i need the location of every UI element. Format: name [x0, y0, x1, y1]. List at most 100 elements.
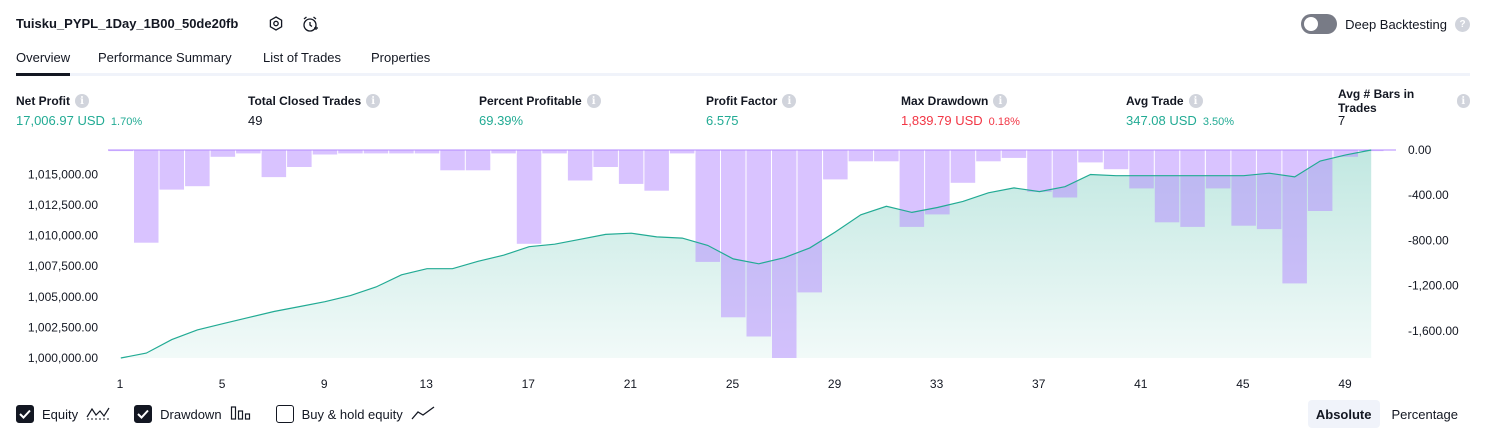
metric-value: 69.39% [479, 113, 524, 128]
metric-label: Profit Factor [706, 94, 778, 108]
legend-buy-hold[interactable]: Buy & hold equity [275, 405, 435, 424]
percentage-button[interactable]: Percentage [1391, 406, 1459, 422]
drawdown-bar [542, 150, 567, 154]
legend-label: Buy & hold equity [301, 406, 403, 422]
legend-equity[interactable]: Equity [16, 405, 110, 424]
left-axis-tick: 1,002,500.00 [28, 320, 98, 334]
legend-drawdown[interactable]: Drawdown [134, 405, 251, 424]
drawdown-bar [721, 150, 746, 318]
right-axis-tick: -1,600.00 [1408, 324, 1459, 338]
drawdown-bar [261, 150, 287, 178]
drawdown-bar [1129, 150, 1154, 189]
tab-performance-summary[interactable]: Performance Summary [98, 50, 232, 65]
x-axis-tick: 13 [420, 377, 434, 391]
x-axis-tick: 21 [624, 377, 638, 391]
alert-clock-icon[interactable] [300, 14, 320, 34]
drawdown-bar [1103, 150, 1129, 170]
tab-properties[interactable]: Properties [371, 50, 431, 65]
info-icon[interactable]: i [586, 94, 601, 108]
x-axis-tick: 9 [321, 377, 328, 391]
metric-avg-trade: Avg Trade i 347.08 USD 3.50% [1126, 93, 1234, 128]
equity-wave-icon [86, 405, 110, 424]
drawdown-bar [618, 150, 644, 184]
metric-value: 1,839.79 USD [901, 113, 983, 128]
chart-legend: Equity Drawdown Buy & hold equity [16, 403, 459, 425]
x-axis-tick: 49 [1338, 377, 1352, 391]
deep-backtesting-label: Deep Backtesting [1345, 16, 1447, 32]
tab-overview[interactable]: Overview [16, 50, 71, 76]
drawdown-bar [899, 150, 925, 227]
drawdown-bar [848, 150, 874, 162]
legend-label: Drawdown [160, 406, 222, 422]
right-axis-tick: 0.00 [1408, 143, 1432, 157]
right-axis-tick: -1,200.00 [1408, 279, 1459, 293]
drawdown-bar [312, 150, 338, 155]
tab-list-of-trades[interactable]: List of Trades [263, 50, 342, 65]
x-axis-tick: 29 [828, 377, 842, 391]
drawdown-bar [210, 150, 236, 157]
info-icon[interactable]: i [1456, 94, 1470, 108]
drawdown-bar [976, 150, 1001, 162]
info-icon[interactable]: i [1188, 94, 1203, 108]
x-axis-tick: 5 [219, 377, 226, 391]
drawdown-bar [236, 150, 261, 154]
metric-percent: 3.50% [1202, 116, 1235, 128]
deep-backtesting-control: Deep Backtesting ? [1301, 14, 1470, 34]
left-axis-tick: 1,010,000.00 [28, 229, 98, 243]
drawdown-bars-icon [230, 405, 252, 424]
metric-label: Total Closed Trades [248, 94, 362, 108]
info-icon[interactable]: i [993, 94, 1008, 108]
info-icon[interactable]: i [782, 94, 797, 108]
drawdown-bar [950, 150, 976, 183]
buy-hold-checkbox[interactable] [275, 405, 294, 423]
absolute-button[interactable]: Absolute [1307, 400, 1380, 428]
equity-checkbox[interactable] [16, 405, 34, 423]
x-axis-tick: 41 [1134, 377, 1148, 391]
drawdown-bar [159, 150, 184, 190]
drawdown-bar [1231, 150, 1256, 226]
equity-line [120, 149, 1372, 359]
x-axis-tick: 45 [1236, 377, 1250, 391]
drawdown-bar [823, 150, 848, 180]
left-axis-tick: 1,005,000.00 [28, 290, 98, 304]
metric-value: 347.08 USD [1126, 113, 1197, 128]
metric-net-profit: Net Profit i 17,006.97 USD 1.70% [16, 93, 142, 128]
metric-label: Avg Trade [1126, 94, 1184, 108]
drawdown-bar [414, 150, 440, 154]
left-axis-tick: 1,015,000.00 [28, 168, 98, 182]
metric-label: Percent Profitable [479, 94, 582, 108]
drawdown-bar [185, 150, 210, 187]
info-icon[interactable]: i [75, 94, 89, 108]
deep-backtesting-toggle[interactable] [1301, 14, 1338, 34]
left-axis-tick: 1,000,000.00 [28, 351, 98, 365]
left-axis-tick: 1,007,500.00 [28, 259, 98, 273]
drawdown-bar [925, 150, 950, 215]
info-icon[interactable]: i [366, 94, 381, 108]
metric-label: Net Profit [16, 94, 70, 108]
drawdown-bar [644, 150, 669, 191]
metric-value: 6.575 [706, 113, 739, 128]
drawdown-bar [440, 150, 465, 171]
drawdown-checkbox[interactable] [134, 405, 153, 423]
legend-label: Equity [42, 406, 79, 422]
equity-area [120, 150, 1372, 358]
drawdown-bar [1205, 150, 1231, 189]
metric-max-drawdown: Max Drawdown i 1,839.79 USD 0.18% [901, 93, 1020, 128]
buy-hold-line-icon [411, 405, 435, 424]
drawdown-bar [363, 150, 389, 154]
equity-drawdown-chart[interactable]: 1,015,000.00 1,012,500.00 1,010,000.00 1,00… [0, 140, 1486, 396]
drawdown-bar [593, 150, 618, 167]
drawdown-bar [874, 150, 899, 162]
drawdown-bar [108, 150, 133, 152]
strategy-header: Tuisku_PYPL_1Day_1B00_50de20fb Deep Back… [16, 12, 1470, 36]
drawdown-bar [389, 150, 414, 154]
metric-value: 49 [248, 113, 263, 128]
drawdown-bar [1333, 150, 1358, 157]
metric-total-closed-trades: Total Closed Trades i 49 [248, 93, 381, 128]
settings-icon[interactable] [266, 14, 286, 34]
x-axis-tick: 33 [930, 377, 944, 391]
drawdown-bar [134, 150, 159, 243]
metric-value: 17,006.97 USD [16, 113, 105, 128]
help-icon[interactable]: ? [1455, 16, 1470, 32]
drawdown-bar [338, 150, 363, 154]
